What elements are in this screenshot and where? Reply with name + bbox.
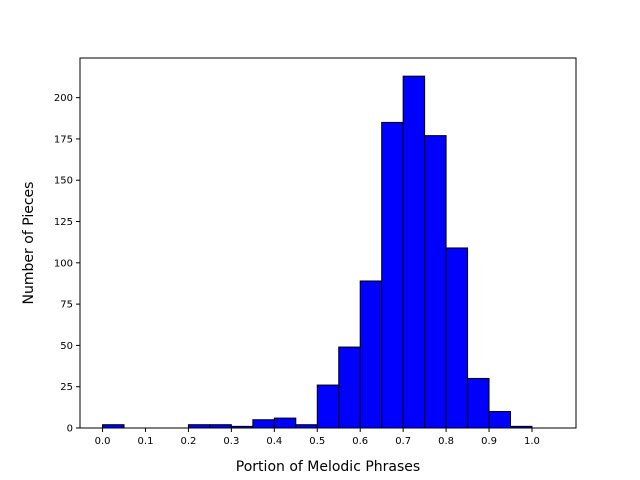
x-tick-label: 1.0 xyxy=(524,436,540,447)
y-tick-label: 200 xyxy=(54,93,73,104)
histogram-bar xyxy=(381,121,404,429)
y-tick-label: 25 xyxy=(60,382,73,393)
histogram-bar xyxy=(252,419,275,429)
histogram-bar xyxy=(445,247,469,429)
histogram-bar xyxy=(424,135,447,429)
x-axis-label: Portion of Melodic Phrases xyxy=(236,459,420,475)
x-tick-label: 0.1 xyxy=(138,436,154,447)
bars-group xyxy=(102,75,533,429)
y-tick-label: 175 xyxy=(54,134,73,145)
histogram-bar xyxy=(359,280,383,429)
x-tick-label: 0.4 xyxy=(266,436,282,447)
y-tick-label: 150 xyxy=(54,176,73,187)
x-tick-label: 0.0 xyxy=(95,436,111,447)
x-tick-label: 0.9 xyxy=(481,436,497,447)
histogram-bar xyxy=(273,417,297,429)
y-tick-label: 125 xyxy=(54,217,73,228)
y-tick-label: 100 xyxy=(54,258,73,269)
x-tick-label: 0.5 xyxy=(309,436,325,447)
x-tick-label: 0.2 xyxy=(180,436,196,447)
histogram-bar xyxy=(338,346,361,429)
x-tick-label: 0.8 xyxy=(438,436,454,447)
histogram-bar xyxy=(402,75,426,429)
histogram-bar xyxy=(488,410,512,429)
x-tick-label: 0.3 xyxy=(223,436,239,447)
y-tick-label: 75 xyxy=(60,300,73,311)
y-tick-label: 50 xyxy=(60,341,73,352)
histogram-bar xyxy=(467,377,490,429)
y-ticks-group: 0 25 50 75 100 125 150 175 200 xyxy=(54,93,80,435)
x-tick-label: 0.6 xyxy=(352,436,368,447)
y-tick-label: 0 xyxy=(67,424,73,435)
x-tick-label: 0.7 xyxy=(395,436,411,447)
y-axis-label: Number of Pieces xyxy=(21,182,37,305)
axes-frame xyxy=(79,57,577,429)
histogram-bar xyxy=(316,384,340,429)
x-ticks-group: 0.0 0.1 0.2 0.3 0.4 0.5 0.6 0.7 0.8 0.9 1.0 xyxy=(95,428,540,447)
